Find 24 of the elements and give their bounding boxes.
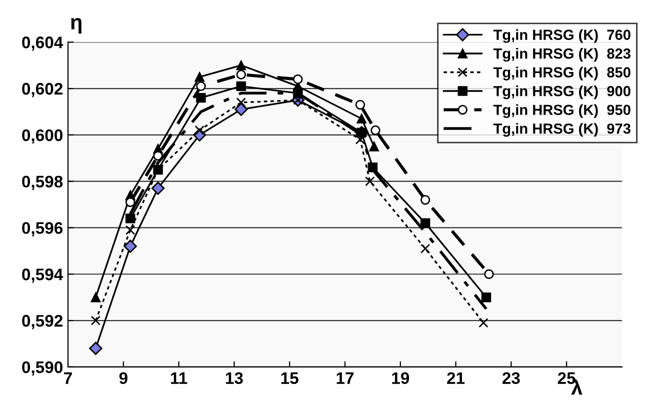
legend-label: Tg,in HRSG (K) 823 [493, 48, 630, 62]
y-tick-label: 0,590 [22, 361, 62, 376]
x-tick-label: 15 [281, 372, 298, 384]
x-tick-label: 7 [64, 372, 72, 384]
x-tick-label: 13 [226, 372, 243, 384]
y-axis-title: η [71, 18, 82, 34]
y-tick-label: 0,598 [22, 176, 63, 190]
legend-label: Tg,in HRSG (K) 850 [493, 66, 630, 80]
y-tick-label: 0,594 [22, 268, 64, 283]
y-tick-label: 0,600 [22, 129, 62, 144]
x-tick-label: 19 [392, 372, 410, 384]
x-tick-label: 23 [502, 372, 520, 384]
legend-label: Tg,in HRSG (K) 973 [493, 123, 630, 137]
x-tick-label: 11 [171, 372, 188, 384]
y-tick-label: 0,596 [22, 222, 63, 236]
x-tick-label: 17 [336, 372, 354, 384]
legend-label: Tg,in HRSG (K) 760 [493, 29, 630, 43]
y-tick-label: 0,602 [22, 82, 62, 98]
y-tick-label: 0,592 [22, 314, 62, 330]
y-tick-label: 0,604 [22, 36, 64, 51]
x-tick-label: 9 [119, 372, 128, 384]
x-tick-label: 21 [447, 372, 465, 384]
legend-label: Tg,in HRSG (K) 950 [493, 104, 630, 118]
legend-label: Tg,in HRSG (K) 900 [493, 86, 630, 100]
